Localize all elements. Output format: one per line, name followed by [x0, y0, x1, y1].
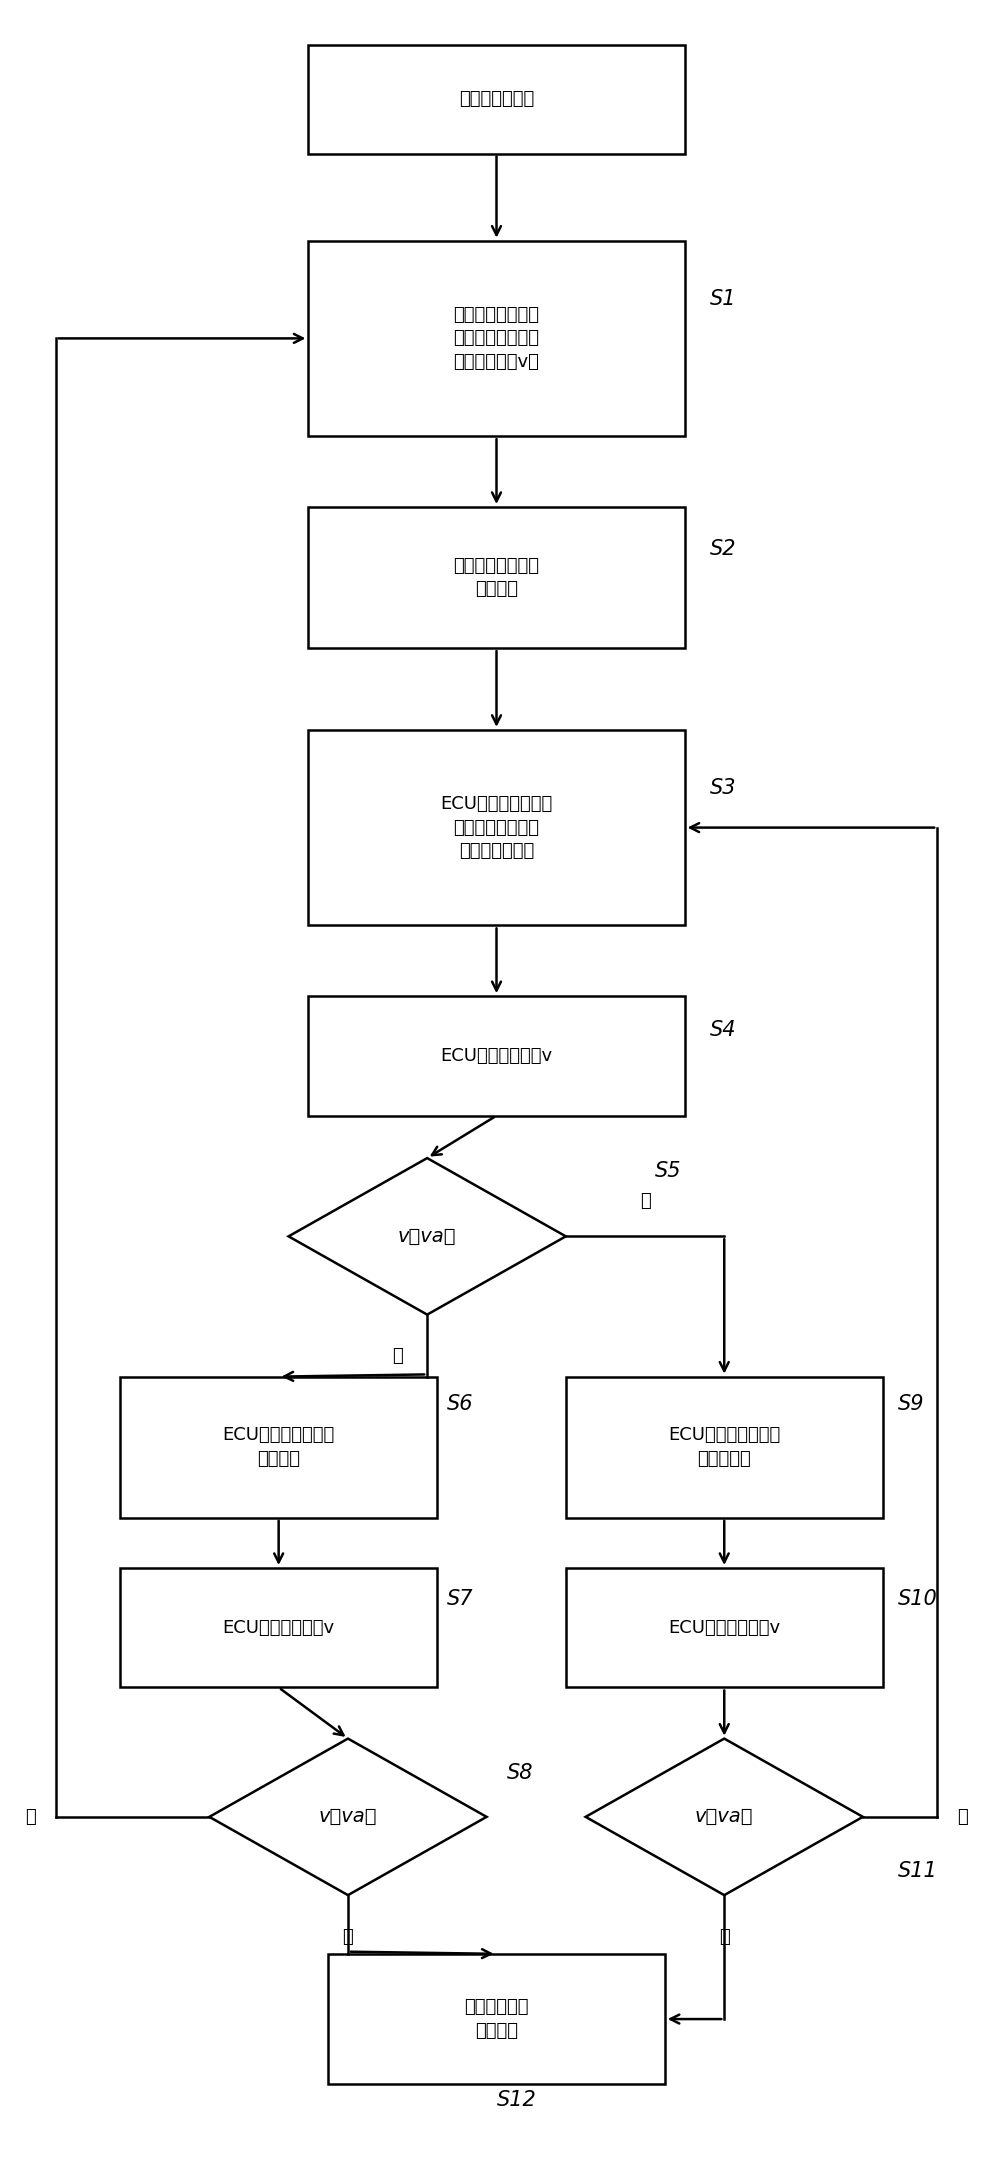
Bar — [309, 507, 684, 649]
Text: 是: 是 — [392, 1348, 403, 1365]
Text: S5: S5 — [655, 1160, 681, 1182]
Text: ECU控制只开启一个
制动电磁阀: ECU控制只开启一个 制动电磁阀 — [668, 1426, 780, 1467]
Text: ECU实时监控车速v: ECU实时监控车速v — [222, 1620, 335, 1637]
Text: S9: S9 — [898, 1393, 924, 1413]
Bar — [566, 1567, 883, 1687]
Text: ECU实时监控车速v: ECU实时监控车速v — [441, 1047, 552, 1065]
Text: v＜va？: v＜va？ — [319, 1807, 377, 1827]
Bar — [328, 1953, 665, 2083]
Text: ECU控制开启发动机
制动模式，并开启
两个制动电磁阀: ECU控制开启发动机 制动模式，并开启 两个制动电磁阀 — [440, 795, 553, 860]
Text: 整车开始下长坡: 整车开始下长坡 — [459, 89, 534, 109]
Text: S1: S1 — [709, 290, 736, 309]
Text: S11: S11 — [898, 1861, 937, 1881]
Text: S3: S3 — [709, 779, 736, 799]
Text: v＞va？: v＞va？ — [695, 1807, 754, 1827]
Bar — [120, 1567, 437, 1687]
Bar — [309, 997, 684, 1115]
Text: S7: S7 — [447, 1589, 474, 1609]
Text: 否: 否 — [343, 1929, 354, 1946]
Text: 司机调整至合适的
低档位，并达到一
合适设定车速v。: 司机调整至合适的 低档位，并达到一 合适设定车速v。 — [454, 305, 539, 370]
Text: S6: S6 — [447, 1393, 474, 1413]
Bar — [566, 1376, 883, 1517]
Text: 关闭整车制动
巡航按钮: 关闭整车制动 巡航按钮 — [465, 1998, 528, 2040]
Polygon shape — [586, 1739, 863, 1896]
Text: 否: 否 — [719, 1929, 730, 1946]
Text: ECU实时监控车速v: ECU实时监控车速v — [668, 1620, 780, 1637]
Text: S10: S10 — [898, 1589, 937, 1609]
Text: 是: 是 — [957, 1807, 968, 1827]
Text: 是: 是 — [25, 1807, 36, 1827]
Text: S12: S12 — [496, 2090, 536, 2110]
Text: 司机按下整车制动
巡航按钮: 司机按下整车制动 巡航按钮 — [454, 557, 539, 599]
Bar — [120, 1376, 437, 1517]
Text: v＞va？: v＞va？ — [398, 1228, 457, 1245]
Text: S2: S2 — [709, 540, 736, 559]
Text: 否: 否 — [639, 1193, 650, 1210]
Bar — [309, 729, 684, 925]
Bar — [309, 46, 684, 155]
Polygon shape — [289, 1158, 566, 1315]
Text: S8: S8 — [506, 1763, 533, 1783]
Text: S4: S4 — [709, 1019, 736, 1041]
Text: ECU控制开启二个制
动电磁阀: ECU控制开启二个制 动电磁阀 — [222, 1426, 335, 1467]
Polygon shape — [210, 1739, 487, 1896]
Bar — [309, 239, 684, 435]
